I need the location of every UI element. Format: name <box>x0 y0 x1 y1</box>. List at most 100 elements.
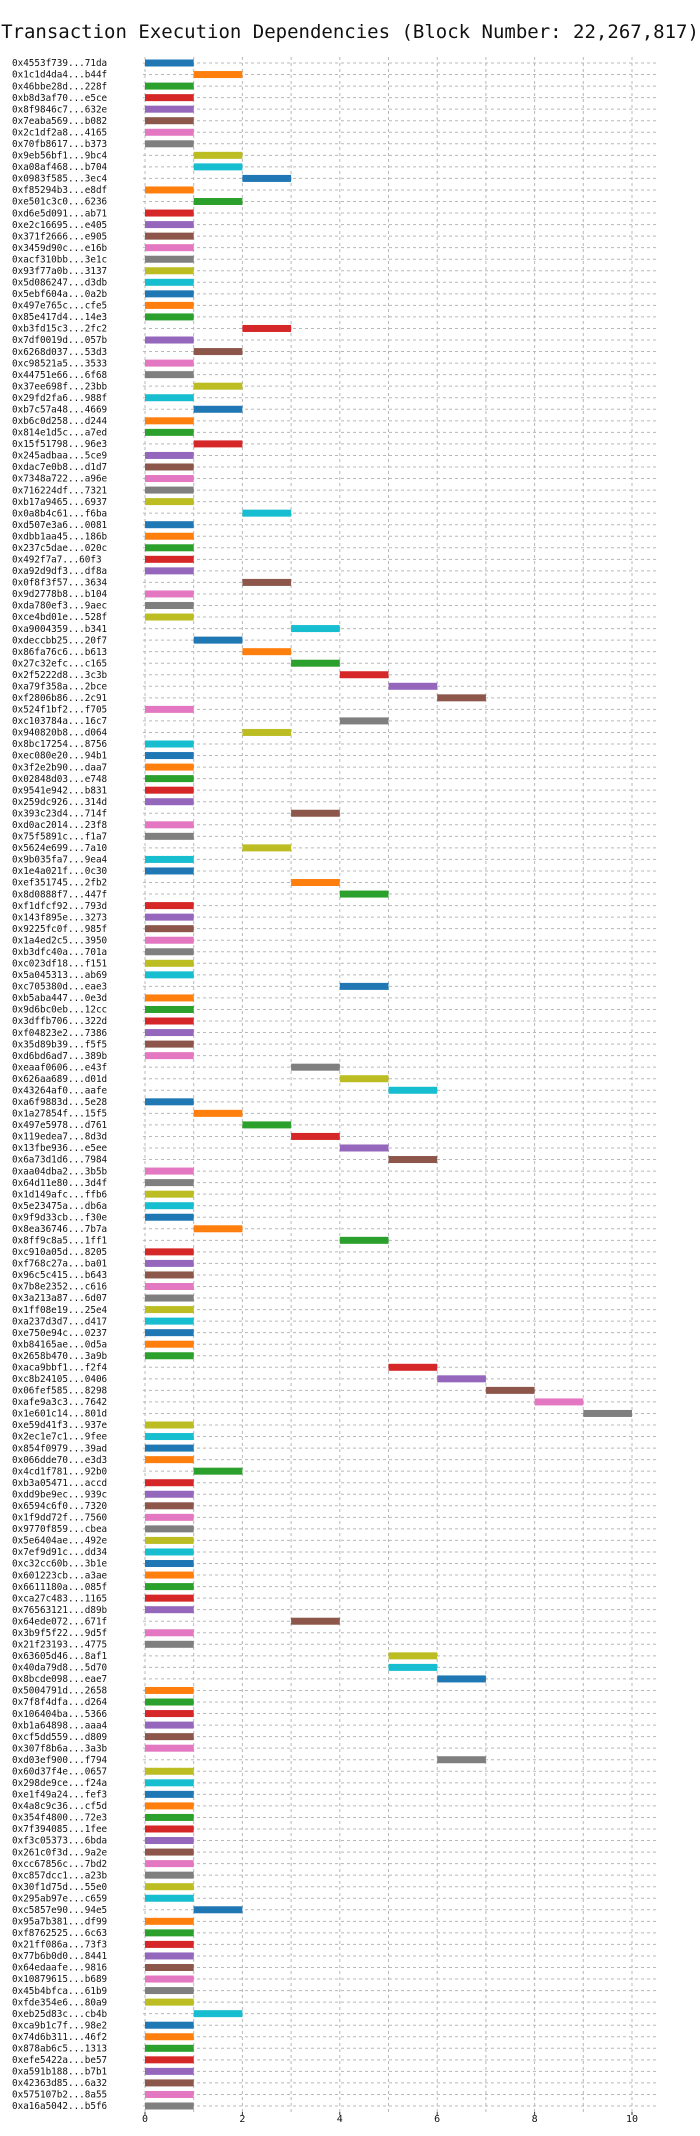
y-tick-label: 0x298de9ce...f24a <box>12 1778 107 1789</box>
y-tick-label: 0x259dc926...314d <box>12 797 107 808</box>
transaction-bar <box>145 1525 194 1533</box>
y-tick-label: 0xe1f49a24...fef3 <box>12 1790 107 1801</box>
y-tick-label: 0x1e4a021f...0c30 <box>12 866 107 877</box>
transaction-bar <box>145 313 194 321</box>
y-tick-label: 0x492f7a7...60f3 <box>12 555 102 566</box>
y-tick-label: 0xb3a05471...accd <box>12 1478 107 1489</box>
transaction-bar <box>145 1259 194 1267</box>
x-tick-label: 2 <box>239 2114 245 2125</box>
transaction-bar <box>145 1167 194 1175</box>
y-tick-label: 0xeaaf0606...e43f <box>12 1062 107 1073</box>
transaction-bar <box>145 1606 194 1614</box>
y-tick-label: 0x1c1d4da4...b44f <box>12 70 107 81</box>
transaction-bar <box>145 994 194 1002</box>
y-tick-label: 0x4cd1f781...92b0 <box>12 1466 107 1477</box>
y-tick-label: 0x37ee698f...23bb <box>12 381 108 392</box>
y-tick-label: 0x2f5222d8...3c3b <box>12 670 108 681</box>
y-tick-label: 0x245adbaa...5ce9 <box>12 451 107 462</box>
y-tick-label: 0xf768c27a...ba01 <box>12 1259 107 1270</box>
y-tick-label: 0x8f9846c7...632e <box>12 104 108 115</box>
transaction-bar <box>242 844 292 852</box>
transaction-bar <box>145 59 194 67</box>
y-tick-label: 0xd03ef900...f794 <box>12 1755 108 1766</box>
y-tick-label: 0xdac7e0b8...d1d7 <box>12 462 107 473</box>
transaction-bar <box>193 382 243 390</box>
transaction-bar <box>291 809 340 817</box>
transaction-bar <box>193 2010 243 2018</box>
transaction-bar <box>145 1767 194 1775</box>
y-tick-label: 0x64d11e80...3d4f <box>12 1178 107 1189</box>
y-tick-label: 0xb3dfc40a...701a <box>12 947 107 958</box>
y-tick-label: 0x261c0f3d...9a2e <box>12 1847 108 1858</box>
transaction-bar <box>145 1433 194 1441</box>
transaction-bar <box>339 671 389 679</box>
transaction-bar <box>193 405 243 413</box>
transaction-bar <box>583 1409 632 1417</box>
y-tick-label: 0x5d086247...d3db <box>12 278 108 289</box>
y-tick-label: 0xb5aba447...0e3d <box>12 993 107 1004</box>
y-tick-label: 0x497e5978...d761 <box>12 1120 107 1131</box>
transaction-bar <box>145 1213 194 1221</box>
y-tick-label: 0xf3c05373...6bda <box>12 1836 107 1847</box>
transaction-bar <box>145 1029 194 1037</box>
y-tick-label: 0x6a73d1d6...7984 <box>12 1155 108 1166</box>
y-tick-label: 0xd6e5d091...ab71 <box>12 208 107 219</box>
transaction-bar <box>145 290 194 298</box>
y-tick-label: 0x295ab97e...c659 <box>12 1893 107 1904</box>
y-tick-label: 0xc857dcc1...a23b <box>12 1870 108 1881</box>
transaction-bar <box>145 1329 194 1337</box>
transaction-bar <box>485 1386 535 1394</box>
y-tick-label: 0x2658b470...3a9b <box>12 1351 108 1362</box>
transaction-bar <box>145 1721 194 1729</box>
transaction-bar <box>145 1871 194 1879</box>
transaction-bar <box>145 255 194 263</box>
y-tick-label: 0xb84165ae...0d5a <box>12 1339 107 1350</box>
transaction-bar <box>534 1398 584 1406</box>
y-tick-label: 0x9d6bc0eb...12cc <box>12 1005 107 1016</box>
transaction-bar <box>145 2021 194 2029</box>
y-tick-label: 0x237c5dae...020c <box>12 543 107 554</box>
transaction-bar <box>145 601 194 609</box>
x-tick-label: 6 <box>434 2114 440 2125</box>
transaction-bar <box>145 1710 194 1718</box>
transaction-bar <box>145 786 194 794</box>
transaction-bar <box>145 394 194 402</box>
y-tick-label: 0x8ea36746...7b7a <box>12 1224 107 1235</box>
y-tick-label: 0x354f4800...72e3 <box>12 1813 107 1824</box>
transaction-bar <box>145 855 194 863</box>
y-tick-label: 0x119edea7...8d3d <box>12 1132 107 1143</box>
transaction-bar <box>145 1963 194 1971</box>
transaction-bar <box>145 2056 194 2064</box>
transaction-bar <box>145 186 194 194</box>
transaction-bar <box>145 1848 194 1856</box>
y-tick-label: 0x7ef9d91c...dd34 <box>12 1547 108 1558</box>
transaction-bar <box>388 1086 438 1094</box>
transaction-bar <box>145 232 194 240</box>
transaction-bar <box>339 1144 389 1152</box>
y-tick-label: 0xe2c16695...e405 <box>12 220 107 231</box>
transaction-bar <box>145 1202 194 1210</box>
transaction-bar <box>145 1998 194 2006</box>
y-tick-label: 0x1a27854f...15f5 <box>12 1109 107 1120</box>
y-tick-label: 0x7f8f4dfa...d264 <box>12 1697 108 1708</box>
y-tick-label: 0xe501c3c0...6236 <box>12 197 107 208</box>
transaction-bar <box>145 555 194 563</box>
transaction-bar <box>193 151 243 159</box>
transaction-bar <box>193 440 243 448</box>
transaction-bar <box>145 1317 194 1325</box>
y-tick-label: 0x9225fc0f...985f <box>12 924 107 935</box>
transaction-bar <box>145 1790 194 1798</box>
transaction-bar <box>388 1663 438 1671</box>
transaction-bar <box>145 2090 194 2098</box>
transaction-bar <box>193 71 243 79</box>
transaction-bar <box>145 532 194 540</box>
y-tick-label: 0xec080e20...94b1 <box>12 751 107 762</box>
transaction-bar <box>145 936 194 944</box>
y-tick-label: 0xdbb1aa45...186b <box>12 531 108 542</box>
transaction-bar <box>145 1282 194 1290</box>
y-tick-label: 0x45b4bfca...61b9 <box>12 1986 107 1997</box>
y-tick-label: 0x1ff08e19...25e4 <box>12 1305 108 1316</box>
y-tick-label: 0xca27c483...1165 <box>12 1593 107 1604</box>
y-tick-label: 0x44751e66...6f68 <box>12 370 107 381</box>
y-tick-label: 0x7348a722...a96e <box>12 474 108 485</box>
